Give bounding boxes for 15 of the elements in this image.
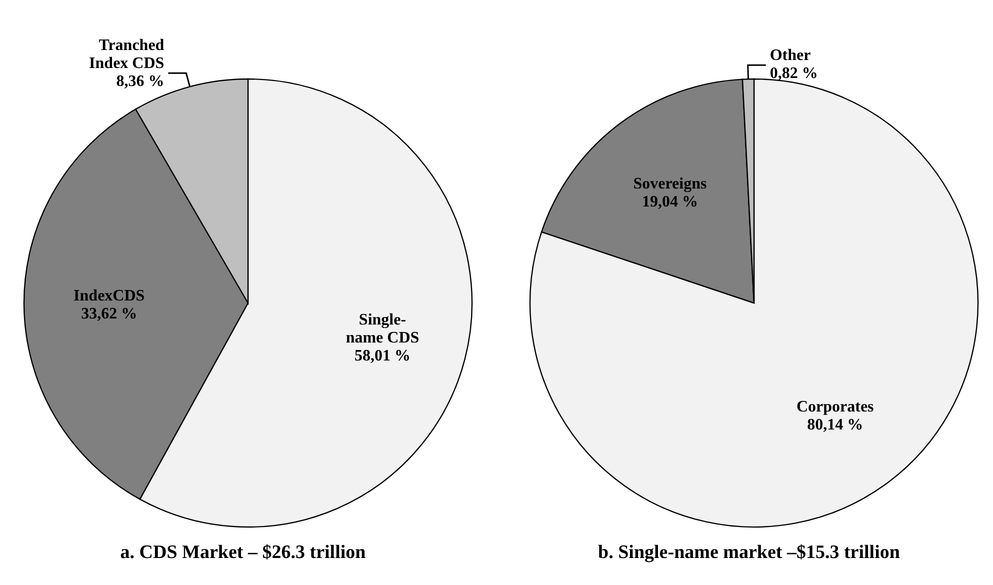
slice-label: Tranched Index CDS [89, 37, 164, 72]
slice-label: Corporates [796, 398, 874, 416]
data-label: 8,36 % [116, 73, 164, 90]
data-label: 33,62 % [81, 306, 138, 323]
data-label: 0,82 % [770, 65, 818, 82]
slice-label: IndexCDS [74, 288, 145, 305]
data-label: 58,01 % [354, 348, 410, 365]
text: a. CDS Market – $26.3 trillion [120, 542, 366, 564]
pie-slice [530, 78, 979, 528]
slice-label: Sovereigns [633, 175, 707, 192]
slice-label: Single-name CDS [346, 312, 420, 347]
data-label: 80,14 % [807, 416, 864, 434]
data-label: 19,04 % [642, 193, 698, 210]
slice-label: Other [770, 47, 811, 64]
text: b. Single-name market –$15.3 trillion [598, 542, 900, 564]
